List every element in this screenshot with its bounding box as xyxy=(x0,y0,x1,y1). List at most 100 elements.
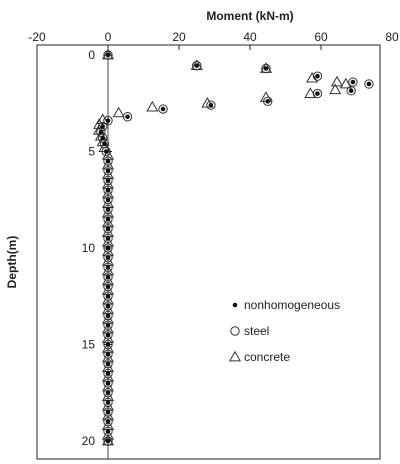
points-layer xyxy=(93,48,374,446)
legend-marker-nonhomogeneous xyxy=(232,302,238,308)
x-tick-label: 0 xyxy=(105,30,112,44)
data-point-steel xyxy=(103,417,113,427)
data-point-steel xyxy=(103,262,113,272)
data-point-nonhomogeneous xyxy=(315,73,320,79)
data-point-steel xyxy=(103,368,113,379)
y-tick-label: 5 xyxy=(88,145,95,159)
data-point-nonhomogeneous xyxy=(105,168,111,174)
data-point-steel xyxy=(103,214,113,224)
x-tick-label: 60 xyxy=(314,30,328,44)
data-point-nonhomogeneous xyxy=(105,293,111,299)
data-point-nonhomogeneous xyxy=(263,66,269,71)
data-point-concrete xyxy=(112,106,125,118)
legend: nonhomogeneous steel concrete xyxy=(228,298,340,364)
data-point-steel xyxy=(103,291,113,301)
data-point-steel xyxy=(103,397,113,408)
data-point-nonhomogeneous xyxy=(160,106,166,112)
data-point-steel xyxy=(103,349,113,359)
data-point-concrete xyxy=(96,113,109,125)
data-point-steel xyxy=(103,224,113,234)
data-point-nonhomogeneous xyxy=(105,380,111,386)
data-point-steel xyxy=(103,204,113,215)
data-point-steel xyxy=(103,156,113,166)
data-point-steel xyxy=(103,185,113,195)
data-point-steel xyxy=(103,50,113,60)
data-point-steel xyxy=(103,339,113,350)
data-point-nonhomogeneous xyxy=(105,303,111,309)
data-point-steel xyxy=(103,233,113,244)
legend-marker-concrete xyxy=(228,350,242,362)
data-point-steel xyxy=(348,77,358,87)
legend-marker-steel xyxy=(230,326,240,336)
data-point-steel xyxy=(103,115,113,126)
data-point-nonhomogeneous xyxy=(105,438,111,444)
data-point-nonhomogeneous xyxy=(105,313,111,318)
data-point-steel xyxy=(101,146,111,157)
data-point-steel xyxy=(97,121,108,132)
data-point-concrete xyxy=(329,83,342,95)
data-point-nonhomogeneous xyxy=(105,332,111,338)
data-point-nonhomogeneous xyxy=(105,255,111,260)
data-point-nonhomogeneous xyxy=(125,114,130,120)
data-point-nonhomogeneous xyxy=(105,158,111,164)
data-point-steel xyxy=(312,88,323,99)
y-tick-label: 15 xyxy=(82,338,96,352)
data-point-steel xyxy=(206,100,216,110)
data-point-nonhomogeneous xyxy=(350,79,356,85)
data-point-nonhomogeneous xyxy=(105,118,111,123)
x-tick-label: -20 xyxy=(28,30,46,44)
data-point-steel xyxy=(103,301,113,311)
data-point-nonhomogeneous xyxy=(105,351,111,357)
data-point-nonhomogeneous xyxy=(105,207,111,212)
data-point-steel xyxy=(103,436,113,446)
data-point-concrete xyxy=(306,71,319,83)
data-point-steel xyxy=(103,252,113,263)
axes-layer: -20 0 20 40 60 80 0 5 10 15 20 xyxy=(28,30,399,459)
legend-label-concrete: concrete xyxy=(244,350,290,364)
data-point-nonhomogeneous xyxy=(105,187,111,193)
data-point-nonhomogeneous xyxy=(105,274,111,280)
data-point-nonhomogeneous xyxy=(102,141,107,147)
data-point-nonhomogeneous xyxy=(105,419,111,425)
data-point-steel xyxy=(103,166,113,176)
x-tick-label: 80 xyxy=(385,30,399,44)
data-point-steel xyxy=(192,60,202,71)
x-axis-title: Moment (kN-m) xyxy=(206,9,293,23)
data-point-steel xyxy=(103,359,113,369)
data-point-nonhomogeneous xyxy=(105,226,111,231)
data-point-steel xyxy=(103,272,113,282)
y-tick-label: 10 xyxy=(82,241,96,255)
data-point-steel xyxy=(103,243,113,253)
legend-label-nonhomogeneous: nonhomogeneous xyxy=(244,298,340,312)
data-point-nonhomogeneous xyxy=(103,149,109,154)
data-point-steel xyxy=(346,86,356,96)
data-point-nonhomogeneous xyxy=(348,88,354,94)
plot-frame xyxy=(36,44,381,460)
data-point-steel xyxy=(103,195,113,205)
data-point-steel xyxy=(158,104,168,114)
data-point-nonhomogeneous xyxy=(105,52,111,58)
series-nonhomogeneous xyxy=(98,52,372,444)
data-point-steel xyxy=(103,320,113,330)
data-point-nonhomogeneous xyxy=(105,390,111,396)
data-point-nonhomogeneous xyxy=(105,284,111,289)
data-point-nonhomogeneous xyxy=(105,342,111,347)
data-point-steel xyxy=(97,133,108,143)
data-point-steel xyxy=(103,378,113,388)
data-point-concrete xyxy=(146,100,159,112)
data-point-nonhomogeneous xyxy=(194,63,200,68)
data-point-steel xyxy=(263,96,273,107)
series-concrete xyxy=(93,48,352,446)
data-point-nonhomogeneous xyxy=(105,371,111,376)
data-point-steel xyxy=(261,63,271,74)
data-point-nonhomogeneous xyxy=(98,129,104,135)
data-point-nonhomogeneous xyxy=(105,245,111,251)
data-point-concrete xyxy=(330,75,344,87)
y-tick-label: 20 xyxy=(82,434,96,448)
y-axis-title: Depth(m) xyxy=(5,236,19,289)
data-point-nonhomogeneous xyxy=(105,216,111,222)
data-point-nonhomogeneous xyxy=(366,81,372,87)
data-point-steel xyxy=(103,426,113,437)
data-point-nonhomogeneous xyxy=(208,102,214,108)
data-point-nonhomogeneous xyxy=(105,361,111,367)
